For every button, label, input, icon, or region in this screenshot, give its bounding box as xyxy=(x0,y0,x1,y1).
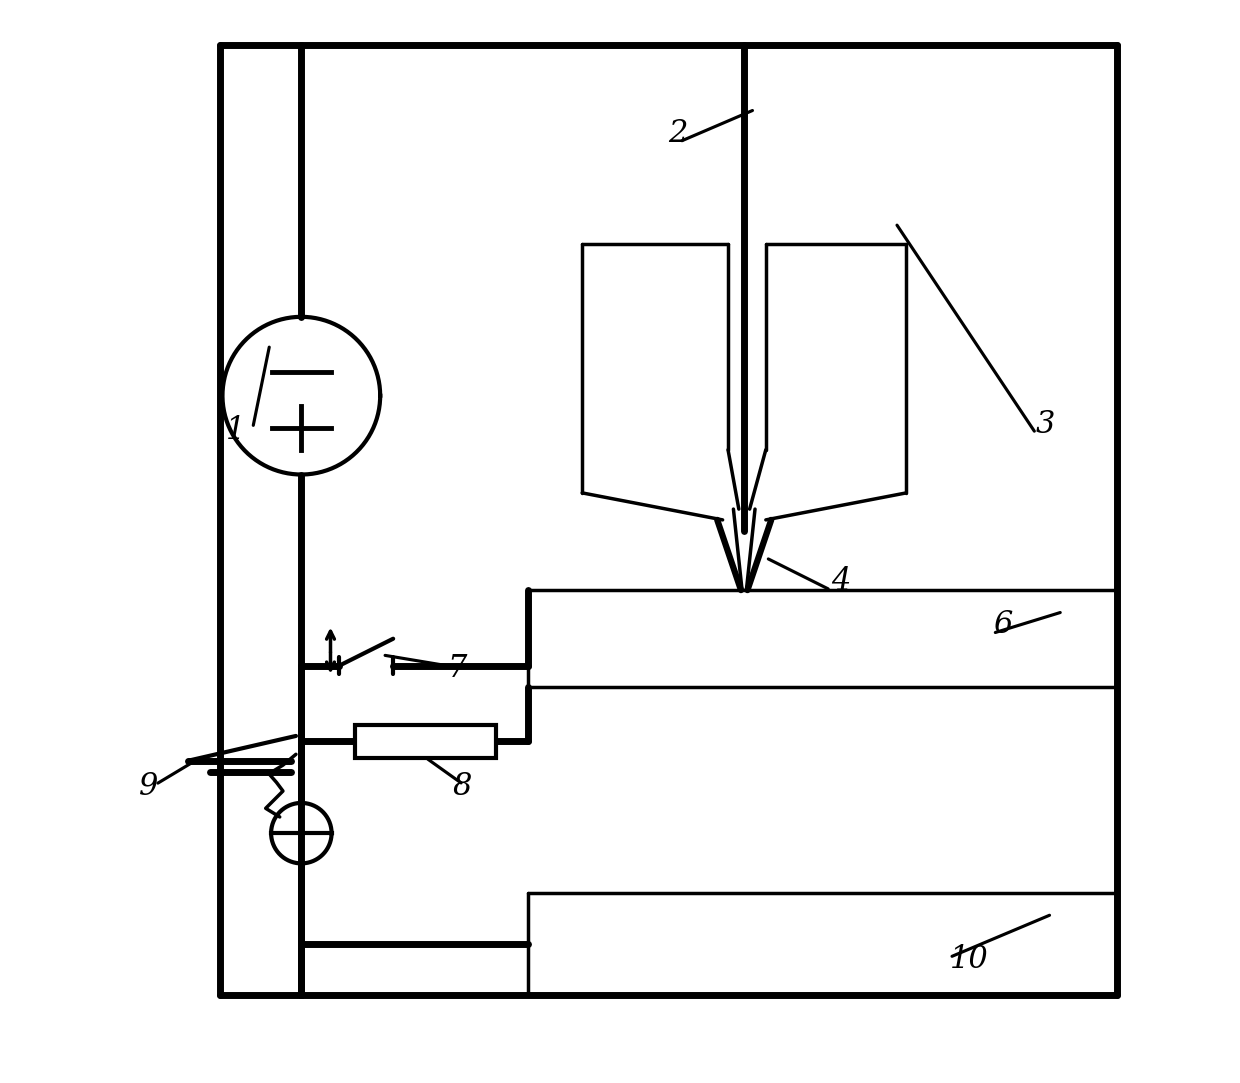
Text: 4: 4 xyxy=(831,566,849,597)
Text: 3: 3 xyxy=(1035,409,1055,441)
Text: 9: 9 xyxy=(139,771,159,803)
Text: 6: 6 xyxy=(993,610,1012,640)
Text: 10: 10 xyxy=(950,944,988,975)
Text: 2: 2 xyxy=(668,118,688,148)
Text: 1: 1 xyxy=(226,415,246,446)
Text: 7: 7 xyxy=(448,653,466,683)
Bar xyxy=(356,726,496,757)
Text: 8: 8 xyxy=(453,771,472,803)
